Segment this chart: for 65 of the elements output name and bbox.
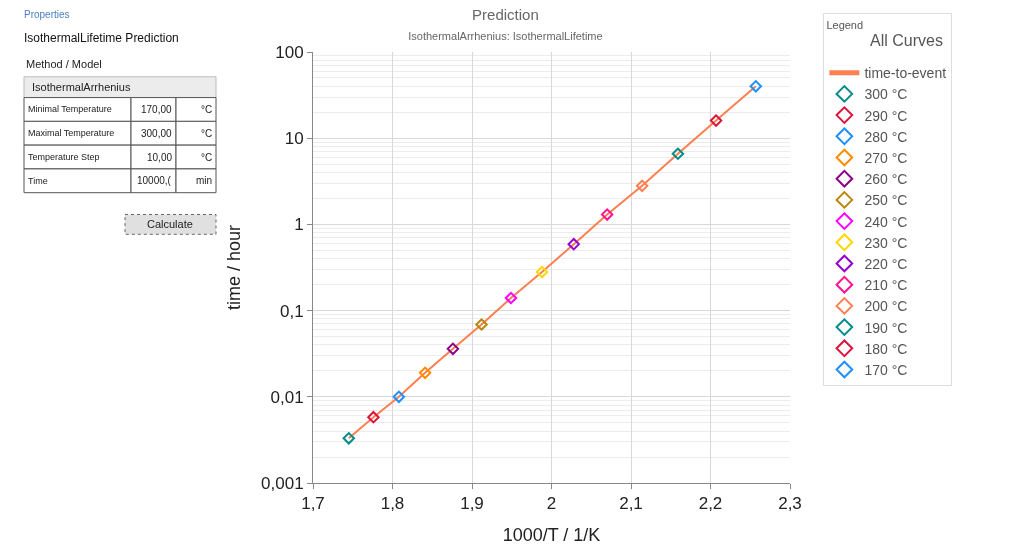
legend-label: 170 °C	[864, 361, 908, 378]
text: min	[196, 175, 213, 186]
point	[567, 237, 580, 251]
x-tick-label: 2,2	[698, 494, 723, 514]
legend-label: 290 °C	[864, 107, 908, 124]
point	[446, 342, 460, 356]
x-tick-label: 1,8	[380, 494, 405, 514]
y-tick-label: 1	[294, 215, 304, 235]
legend-label: 240 °C	[864, 213, 908, 230]
y-tick-label: 10	[284, 129, 304, 149]
point	[535, 265, 549, 279]
y-tick-label: 100	[275, 42, 304, 62]
x-tick-label: 2,1	[619, 494, 643, 514]
legend-label: 210 °C	[864, 277, 908, 294]
legend-label: 190 °C	[864, 319, 908, 336]
text: 10,00	[147, 152, 173, 163]
point	[600, 208, 614, 221]
text: Method / Model	[26, 58, 102, 70]
point	[418, 366, 432, 379]
x-tick-label: 2	[546, 494, 557, 514]
legend-label: 200 °C	[864, 298, 908, 315]
legend-label: 250 °C	[864, 192, 908, 209]
y-tick-label: 0,01	[270, 387, 304, 407]
legend-label: 230 °C	[864, 234, 908, 251]
legend-label: 220 °C	[864, 255, 908, 272]
legend-label: 270 °C	[864, 149, 908, 166]
text: All Curves	[870, 32, 943, 49]
point	[367, 410, 380, 424]
legend-label: 280 °C	[864, 128, 908, 145]
text: Properties	[24, 9, 70, 20]
text: IsothermalLifetime Prediction	[24, 31, 179, 45]
legend-title: Legend	[826, 18, 864, 31]
x-tick-label: 2,3	[778, 494, 802, 514]
text: Calculate	[147, 218, 193, 230]
chart-subtitle: IsothermalArrhenius: IsothermalLifetime	[408, 29, 603, 42]
y-tick-label: 0,1	[279, 301, 304, 321]
text: 10000,(	[137, 175, 172, 186]
x-tick-label: 1,9	[460, 494, 484, 514]
text: Minimal Temperature	[28, 104, 112, 114]
y-tick-label: 0,001	[261, 473, 304, 493]
text: Temperature Step	[28, 152, 100, 162]
legend-label: 300 °C	[864, 86, 908, 103]
point	[635, 179, 649, 193]
text: °C	[201, 152, 213, 163]
text: Maximal Temperature	[28, 128, 115, 138]
point	[709, 114, 723, 127]
chart-title: Prediction	[472, 6, 539, 23]
point	[504, 291, 518, 305]
point	[749, 80, 763, 93]
legend-label: 260 °C	[864, 171, 908, 188]
text: Time	[28, 176, 48, 186]
point	[671, 147, 685, 160]
x-axis-title: 1000/T / 1/K	[502, 524, 601, 545]
text: °C	[201, 104, 213, 115]
legend-label: time-to-event	[864, 65, 947, 82]
text: °C	[201, 128, 213, 139]
legend-label: 180 °C	[864, 340, 908, 357]
x-tick-label: 1,7	[301, 494, 325, 514]
y-axis-title: time / hour	[224, 224, 245, 311]
point	[342, 432, 355, 445]
text: 300,00	[141, 128, 173, 139]
text: 170,00	[141, 104, 173, 115]
text: IsothermalArrhenius	[32, 81, 131, 93]
point	[475, 318, 488, 331]
point	[392, 390, 406, 403]
